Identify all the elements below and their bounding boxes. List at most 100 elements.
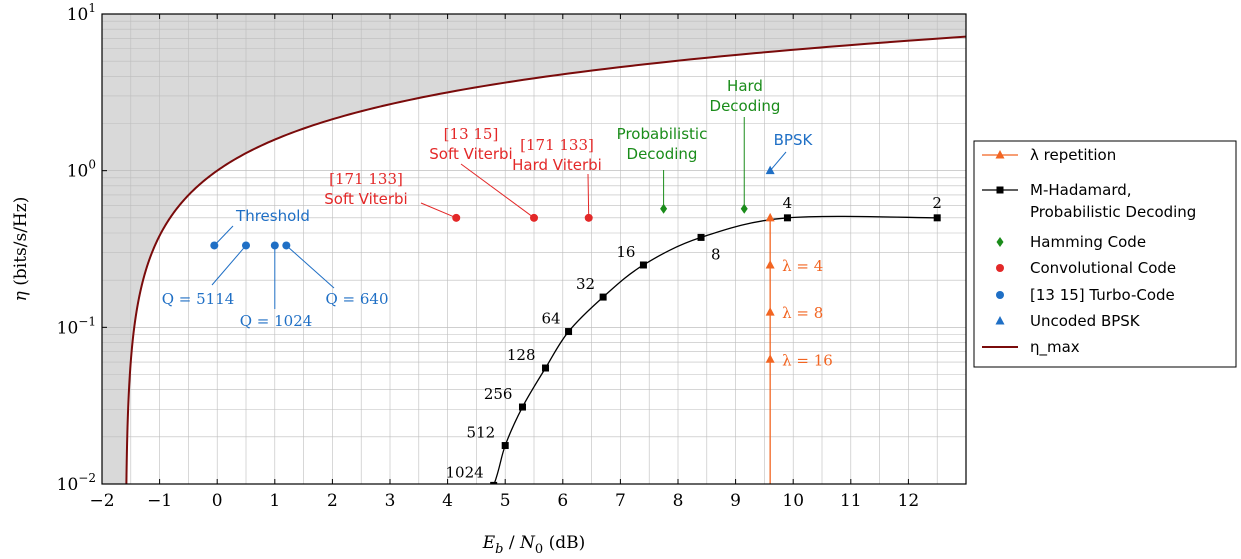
repetition-point	[765, 259, 775, 269]
legend-label: Convolutional Code	[1030, 259, 1176, 277]
hadamard-point	[518, 403, 526, 411]
annotation-171-133-soft-leader	[420, 202, 457, 219]
hadamard-point	[697, 233, 705, 241]
legend-label: η_max	[1030, 338, 1080, 357]
legend-swatch-marker	[995, 316, 1005, 325]
annotation-171-133-hard: [171 133]	[520, 136, 594, 154]
repetition-data-label: λ = 4	[782, 257, 823, 275]
annotation-13-15-soft-leader	[460, 163, 535, 219]
legend-item-hadamard: M-Hadamard, Probabilistic Decoding	[982, 181, 1196, 221]
annotation-threshold-leader	[213, 225, 234, 246]
legend-item-repetition: λ repetition	[982, 146, 1116, 164]
x-tick-label: 12	[898, 491, 920, 511]
legend: λ repetition M-Hadamard, Probabilistic Dec…	[973, 140, 1237, 368]
legend-swatch-marker	[996, 291, 1004, 299]
annotation-q5114-leader	[211, 245, 247, 286]
hadamard-point	[490, 481, 498, 484]
hadamard-data-label: 512	[467, 424, 496, 442]
hadamard-point	[565, 328, 573, 336]
annotation-171-133-soft: Soft Viterbi	[324, 190, 407, 208]
x-tick-label: 6	[557, 491, 568, 511]
legend-item-hamming: Hamming Code	[996, 233, 1146, 251]
x-tick-label: −2	[89, 491, 114, 511]
hadamard-point	[599, 293, 607, 301]
annotation-probabilistic-decoding: Decoding	[627, 145, 698, 163]
legend-label: Hamming Code	[1030, 233, 1146, 251]
legend-label: λ repetition	[1030, 146, 1116, 164]
hadamard-data-label: 128	[507, 346, 536, 364]
x-tick-label: 11	[840, 491, 862, 511]
hadamard-point	[542, 364, 550, 372]
legend-label: M-Hadamard,	[1030, 181, 1132, 199]
legend-label: Probabilistic Decoding	[1030, 203, 1196, 221]
hadamard-point	[639, 261, 647, 269]
x-tick-label: −1	[147, 491, 172, 511]
hadamard-data-label: 1024	[445, 463, 483, 481]
x-tick-label: 10	[782, 491, 804, 511]
y-tick-label: 10−1	[57, 314, 96, 338]
hadamard-point	[783, 214, 791, 222]
hadamard-data-label: 32	[576, 275, 595, 293]
legend-swatch-marker	[996, 264, 1004, 272]
legend-swatch-marker	[995, 150, 1005, 159]
x-axis-label: Eb / N0 (dB)	[482, 533, 586, 557]
annotation-bpsk: BPSK	[774, 131, 814, 149]
annotation-q640: Q = 640	[325, 290, 388, 308]
hadamard-point	[933, 214, 941, 222]
hadamard-data-label: 16	[616, 243, 635, 261]
hadamard-data-label: 2	[932, 194, 942, 212]
repetition-point	[765, 354, 775, 363]
legend-label: Uncoded BPSK	[1030, 312, 1141, 330]
x-tick-label: 2	[327, 491, 338, 511]
legend-swatch-marker	[996, 186, 1004, 194]
repetition-point	[765, 212, 775, 222]
x-tick-label: 8	[673, 491, 684, 511]
legend-item-eta_max: η_max	[982, 338, 1080, 357]
annotation-q5114: Q = 5114	[162, 290, 235, 308]
x-tick-label: 7	[615, 491, 626, 511]
annotation-hard-decoding: Hard	[727, 77, 763, 95]
x-tick-label: 5	[500, 491, 511, 511]
annotation-q1024: Q = 1024	[240, 312, 313, 330]
plot-frame	[101, 13, 967, 485]
annotations-layer: 2 4 8 16 32 64 128 256 512 1024 λ = 4 λ = 8 λ = 16 Th…	[162, 77, 942, 481]
legend-item-turbo: [13 15] Turbo-Code	[996, 286, 1175, 304]
hadamard-data-label: 64	[541, 310, 560, 328]
annotation-threshold: Threshold	[235, 207, 310, 225]
legend-item-convolutional: Convolutional Code	[996, 259, 1176, 277]
repetition-data-label: λ = 16	[782, 351, 833, 369]
hadamard-data-label: 256	[484, 385, 513, 403]
y-tick-label: 100	[67, 158, 96, 182]
repetition-point	[765, 307, 775, 316]
y-tick-label: 101	[67, 1, 96, 25]
eta-max-curve	[125, 35, 966, 484]
x-tick-label: 3	[385, 491, 396, 511]
annotation-171-133-soft: [171 133]	[329, 170, 403, 188]
legend-label: [13 15] Turbo-Code	[1030, 286, 1175, 304]
y-axis-label: η (bits/s/Hz)	[11, 197, 31, 302]
legend-box	[973, 140, 1237, 368]
grid	[102, 14, 966, 484]
legend-swatch-marker	[996, 237, 1004, 247]
annotation-171-133-hard: Hard Viterbi	[512, 156, 602, 174]
hadamard-point	[501, 442, 509, 450]
annotation-171-133-hard-leader	[587, 173, 590, 218]
x-tick-label: 0	[212, 491, 223, 511]
legend-item-bpsk: Uncoded BPSK	[995, 312, 1141, 330]
hadamard-curve	[493, 215, 938, 484]
annotation-q640-leader	[285, 245, 335, 289]
x-tick-label: 4	[442, 491, 453, 511]
x-tick-label: 1	[269, 491, 280, 511]
y-tick-label: 10−2	[57, 471, 96, 495]
hadamard-data-label: 8	[711, 245, 721, 263]
x-tick-label: 9	[730, 491, 741, 511]
annotation-hard-decoding: Decoding	[710, 97, 781, 115]
repetition-data-label: λ = 8	[782, 304, 823, 322]
annotation-bpsk-leader	[769, 151, 787, 171]
hadamard-data-label: 4	[783, 194, 793, 212]
annotation-13-15-soft: [13 15]	[444, 125, 499, 143]
annotation-13-15-soft: Soft Viterbi	[429, 145, 512, 163]
plot-area	[102, 14, 966, 484]
